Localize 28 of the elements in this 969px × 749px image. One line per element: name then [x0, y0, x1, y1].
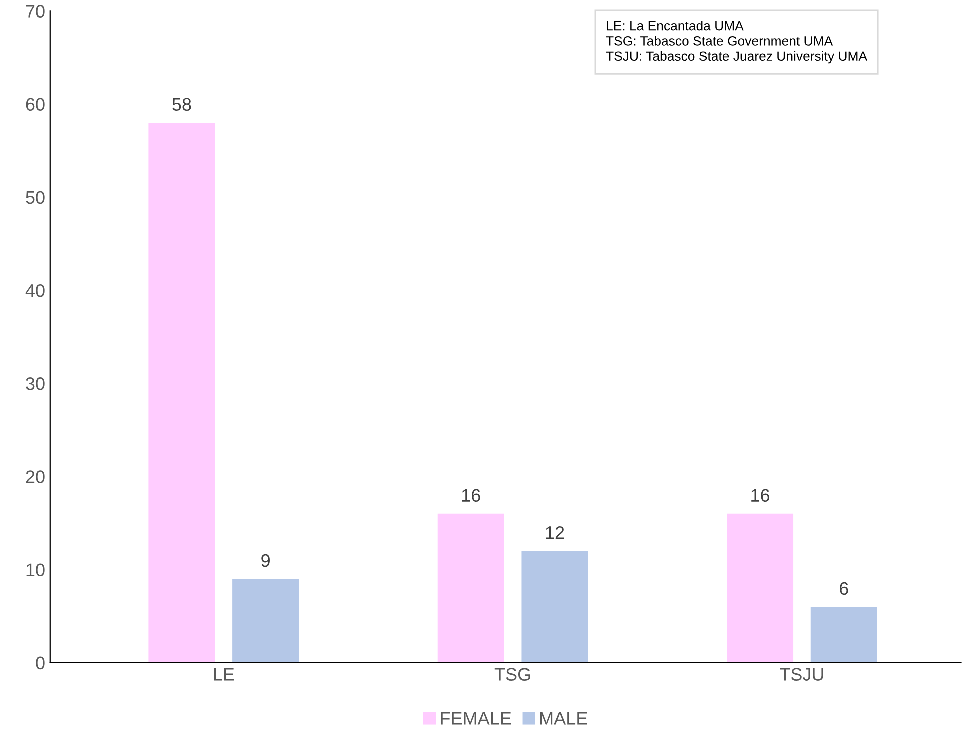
legend-label: FEMALE — [441, 712, 512, 725]
annotation: LE: La Encantada UMA — [607, 21, 744, 31]
x-tick-label: TSJU — [780, 668, 824, 681]
bar — [727, 514, 794, 663]
bar — [148, 122, 216, 663]
annotation: TSJU: Tabasco State Juarez University UMA — [606, 51, 868, 64]
data-label: 16 — [462, 489, 480, 502]
annotation: TSG: Tabasco State Government UMA — [606, 36, 834, 46]
legend-label: MALE — [540, 712, 588, 725]
y-tick-label: 50 — [26, 191, 45, 204]
bar — [232, 579, 300, 663]
data-label: 12 — [546, 526, 564, 540]
bar — [522, 551, 588, 663]
data-label: 9 — [262, 554, 270, 568]
y-tick-label: 10 — [26, 564, 45, 576]
data-label: 58 — [172, 98, 192, 112]
data-label: 6 — [840, 582, 848, 596]
data-label: 16 — [752, 489, 770, 502]
bar — [810, 607, 878, 663]
bar — [438, 514, 504, 663]
y-tick-label: 60 — [26, 98, 45, 112]
y-tick-label: 30 — [26, 378, 45, 390]
y-tick-label: 40 — [26, 284, 45, 298]
x-tick-label: TSG — [494, 668, 530, 681]
y-tick-label: 20 — [26, 470, 45, 484]
y-tick-label: 0 — [36, 656, 45, 670]
y-tick-label: 70 — [26, 5, 45, 18]
x-tick-label: LE — [214, 668, 234, 681]
